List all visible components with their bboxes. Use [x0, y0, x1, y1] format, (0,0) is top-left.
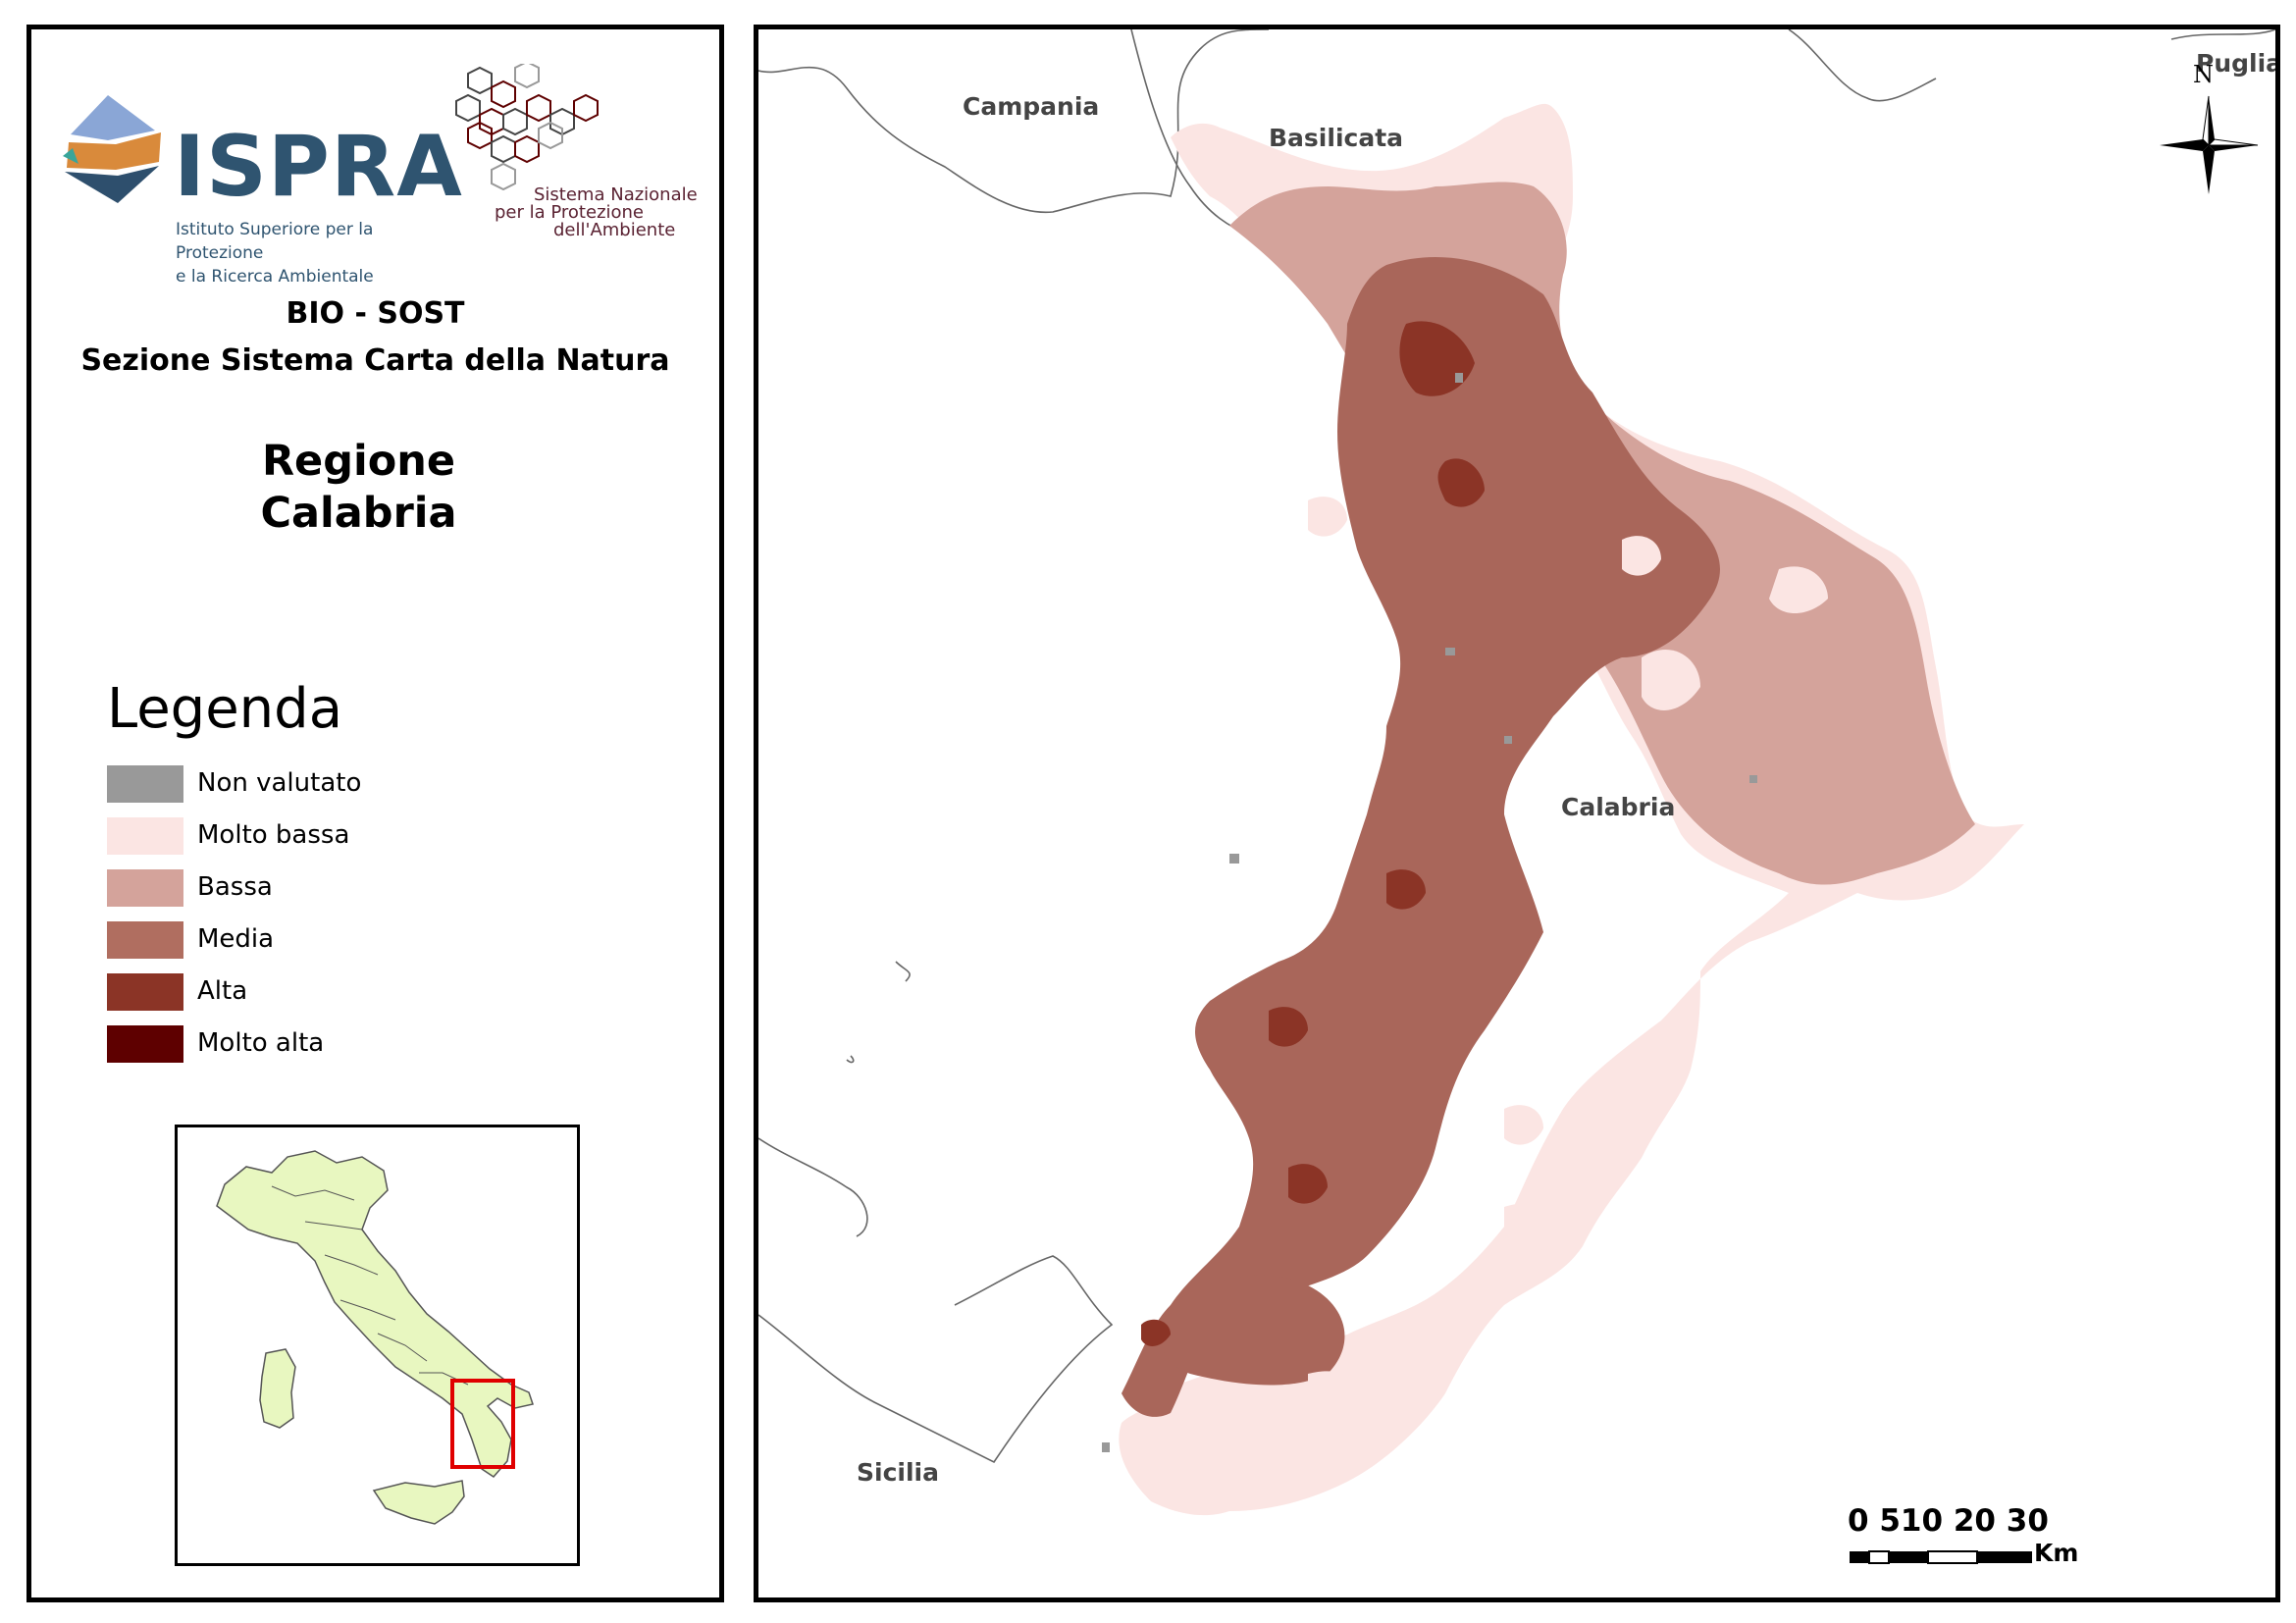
legend-swatch [107, 921, 183, 959]
calabria-south-media [1160, 1275, 1345, 1386]
snpa-text-line: dell'Ambiente [553, 220, 676, 240]
legend-swatch [107, 1025, 183, 1063]
scale-bar-labels: 0 510 20 30 [1848, 1503, 2049, 1539]
map-label-puglia: Puglia [2196, 49, 2280, 78]
map-panel: Campania Basilicata Puglia Calabria Sici… [754, 25, 2280, 1602]
region-name: Calabria [260, 489, 457, 538]
info-panel: ISPRA Istituto Superiore per la Protezio… [26, 25, 724, 1602]
ispra-logo-text: ISPRA [174, 118, 463, 216]
legend-label: Non valutato [197, 768, 362, 798]
calabria-molto-bassa-patches [1308, 497, 1828, 1437]
sicily [372, 1480, 465, 1525]
ispra-subtitle-line: Istituto Superiore per la Protezione [176, 220, 374, 263]
snpa-text-line: Sistema Nazionale [534, 184, 698, 205]
north-arrow-icon [2160, 95, 2259, 194]
italy-locator-inset [175, 1125, 580, 1566]
legend-label: Alta [197, 976, 248, 1006]
italy-mainland [216, 1150, 534, 1478]
scale-bar [1850, 1550, 2032, 1564]
map-label-basilicata: Basilicata [1269, 124, 1404, 152]
italy-locator-map [216, 1150, 534, 1525]
legend-swatch [107, 869, 183, 907]
north-arrow-label: N [2193, 61, 2214, 88]
snpa-logo-text: Sistema Nazionale per la Protezione dell… [495, 186, 759, 239]
legend-title: Legenda [107, 677, 343, 741]
legend-label: Molto alta [197, 1028, 325, 1058]
map-label-sicilia: Sicilia [857, 1458, 939, 1487]
snpa-text-line: per la Protezione [495, 202, 645, 223]
neighbour-coastlines [758, 29, 2275, 1464]
ispra-subtitle-line: e la Ricerca Ambientale [176, 267, 374, 287]
snpa-hexagon-logo-icon [455, 64, 599, 191]
region-title: Regione [261, 437, 456, 486]
sardinia [259, 1348, 296, 1429]
map-label-campania: Campania [963, 92, 1100, 121]
legend-swatch [107, 817, 183, 855]
legend-label: Media [197, 924, 275, 954]
calabria-non-valutato-patches [1102, 373, 1757, 1452]
calabria-map [758, 29, 2275, 1516]
ispra-subtitle: Istituto Superiore per la Protezione e l… [176, 218, 411, 288]
legend-label: Molto bassa [197, 820, 350, 850]
ispra-logo-icon [63, 95, 161, 203]
calabria-highlight-box [450, 1379, 515, 1469]
scale-bar-unit: Km [2034, 1539, 2079, 1567]
legend-swatch [107, 765, 183, 803]
legend-swatch [107, 973, 183, 1011]
calabria-media-zone [1122, 256, 1720, 1417]
org-title: BIO - SOST [286, 296, 465, 331]
legend-label: Bassa [197, 872, 273, 902]
map-label-calabria: Calabria [1561, 793, 1676, 821]
org-subtitle: Sezione Sistema Carta della Natura [80, 343, 670, 378]
